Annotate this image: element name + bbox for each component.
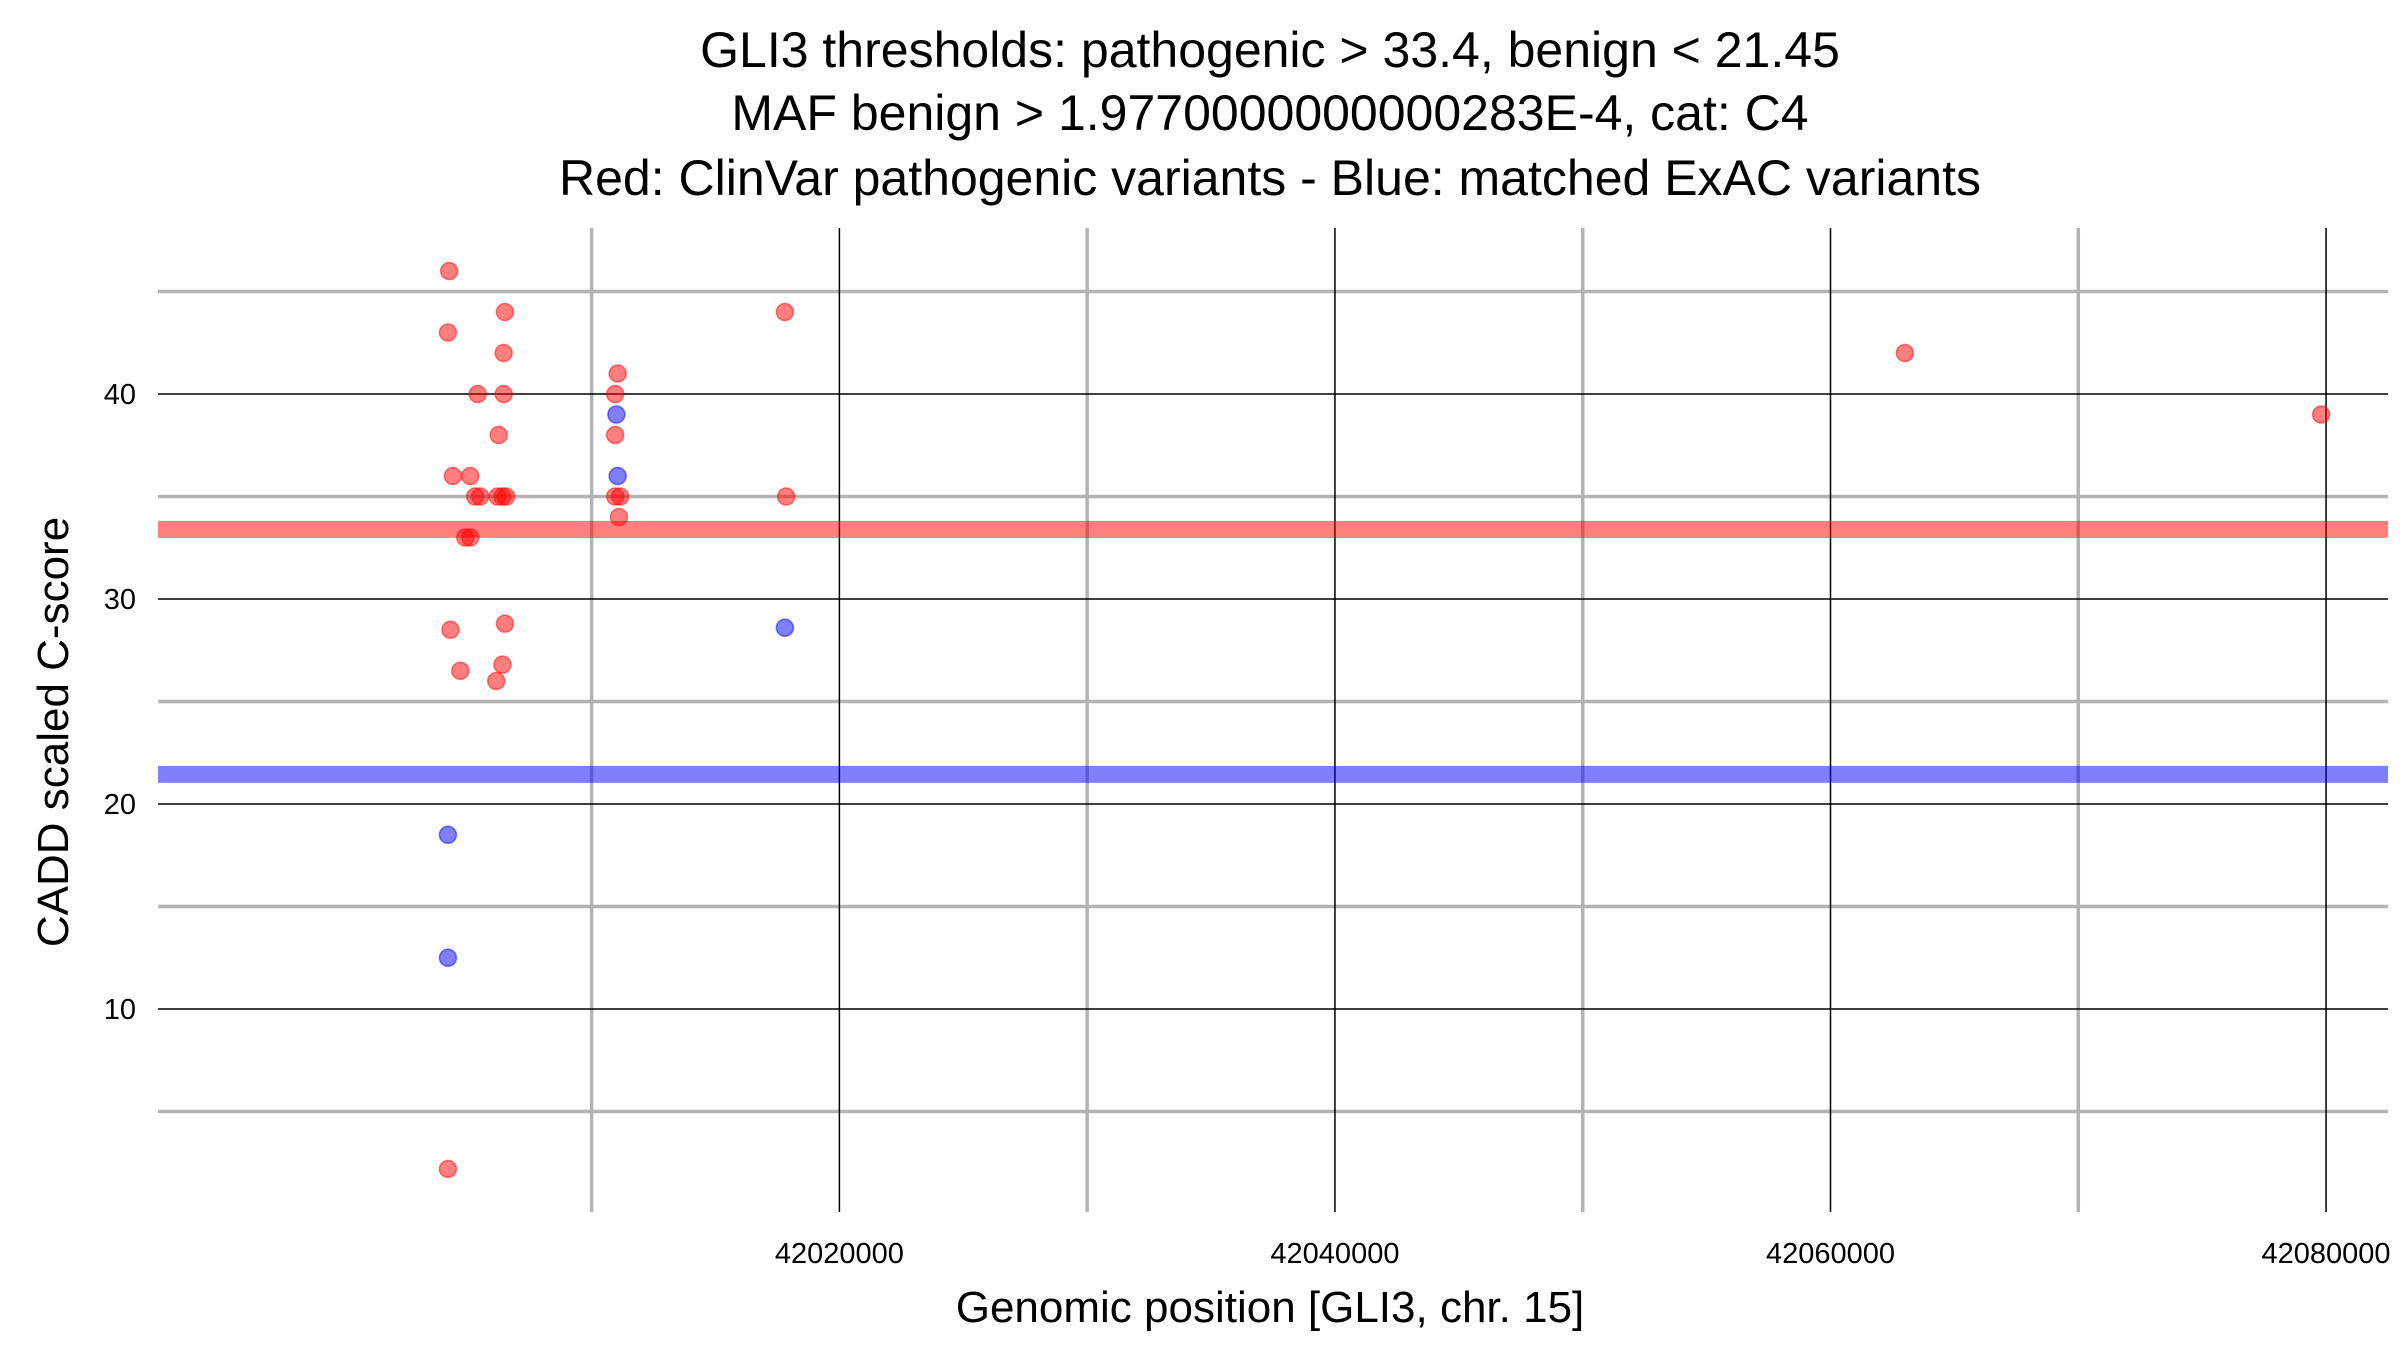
clinvar-point [468, 384, 487, 404]
chart-title-line-2: MAF benign > 1.9770000000000283E-4, cat:… [731, 85, 1808, 141]
clinvar-point [608, 364, 627, 383]
exac-point [775, 618, 795, 637]
x-tick-label: 42080000 [2262, 1238, 2391, 1270]
clinvar-point [496, 487, 516, 506]
clinvar-point [493, 655, 512, 674]
clinvar-point [776, 487, 796, 506]
clinvar-point [441, 620, 460, 640]
x-axis-title: Genomic position [GLI3, chr. 15] [956, 1283, 1585, 1332]
threshold-layer [158, 520, 2388, 783]
clinvar-point [610, 487, 630, 506]
exac-point [438, 825, 458, 845]
y-tick-label: 10 [104, 994, 136, 1026]
y-tick-label: 40 [104, 379, 136, 411]
clinvar-point [494, 343, 513, 363]
x-tick-label: 42020000 [775, 1238, 904, 1270]
point-layer [438, 261, 2331, 1179]
tick-label-layer: 10 20 30 40 42020000 42040000 42060000 42080000 [104, 379, 2391, 1270]
chart-title-line-1: GLI3 thresholds: pathogenic > 33.4, beni… [700, 22, 1840, 78]
clinvar-point [438, 323, 458, 342]
clinvar-point [494, 384, 513, 404]
chart-title-line-3: Red: ClinVar pathogenic variants - Blue:… [559, 150, 1981, 206]
exac-point [607, 405, 626, 424]
clinvar-point [460, 528, 480, 547]
clinvar-point [489, 425, 508, 445]
clinvar-point [439, 261, 459, 281]
clinvar-point [775, 302, 795, 322]
clinvar-point [605, 425, 625, 445]
y-tick-label: 30 [104, 584, 136, 616]
x-tick-label: 42040000 [1270, 1238, 1399, 1270]
clinvar-point [438, 1159, 458, 1179]
y-axis-title: CADD scaled C-score [29, 517, 78, 947]
clinvar-point [451, 661, 470, 681]
clinvar-point [470, 487, 490, 506]
clinvar-point [443, 466, 463, 486]
clinvar-point [460, 466, 480, 486]
clinvar-point [495, 302, 515, 322]
clinvar-point [486, 671, 506, 691]
clinvar-point [605, 384, 625, 404]
clinvar-point [609, 507, 629, 527]
clinvar-point [2311, 405, 2331, 424]
exac-point [438, 948, 458, 968]
x-tick-label: 42060000 [1766, 1238, 1895, 1270]
clinvar-point [1895, 343, 1915, 363]
exac-point [608, 466, 627, 486]
y-tick-label: 20 [104, 789, 136, 821]
clinvar-point [495, 614, 515, 633]
grid-layer [158, 228, 2388, 1212]
